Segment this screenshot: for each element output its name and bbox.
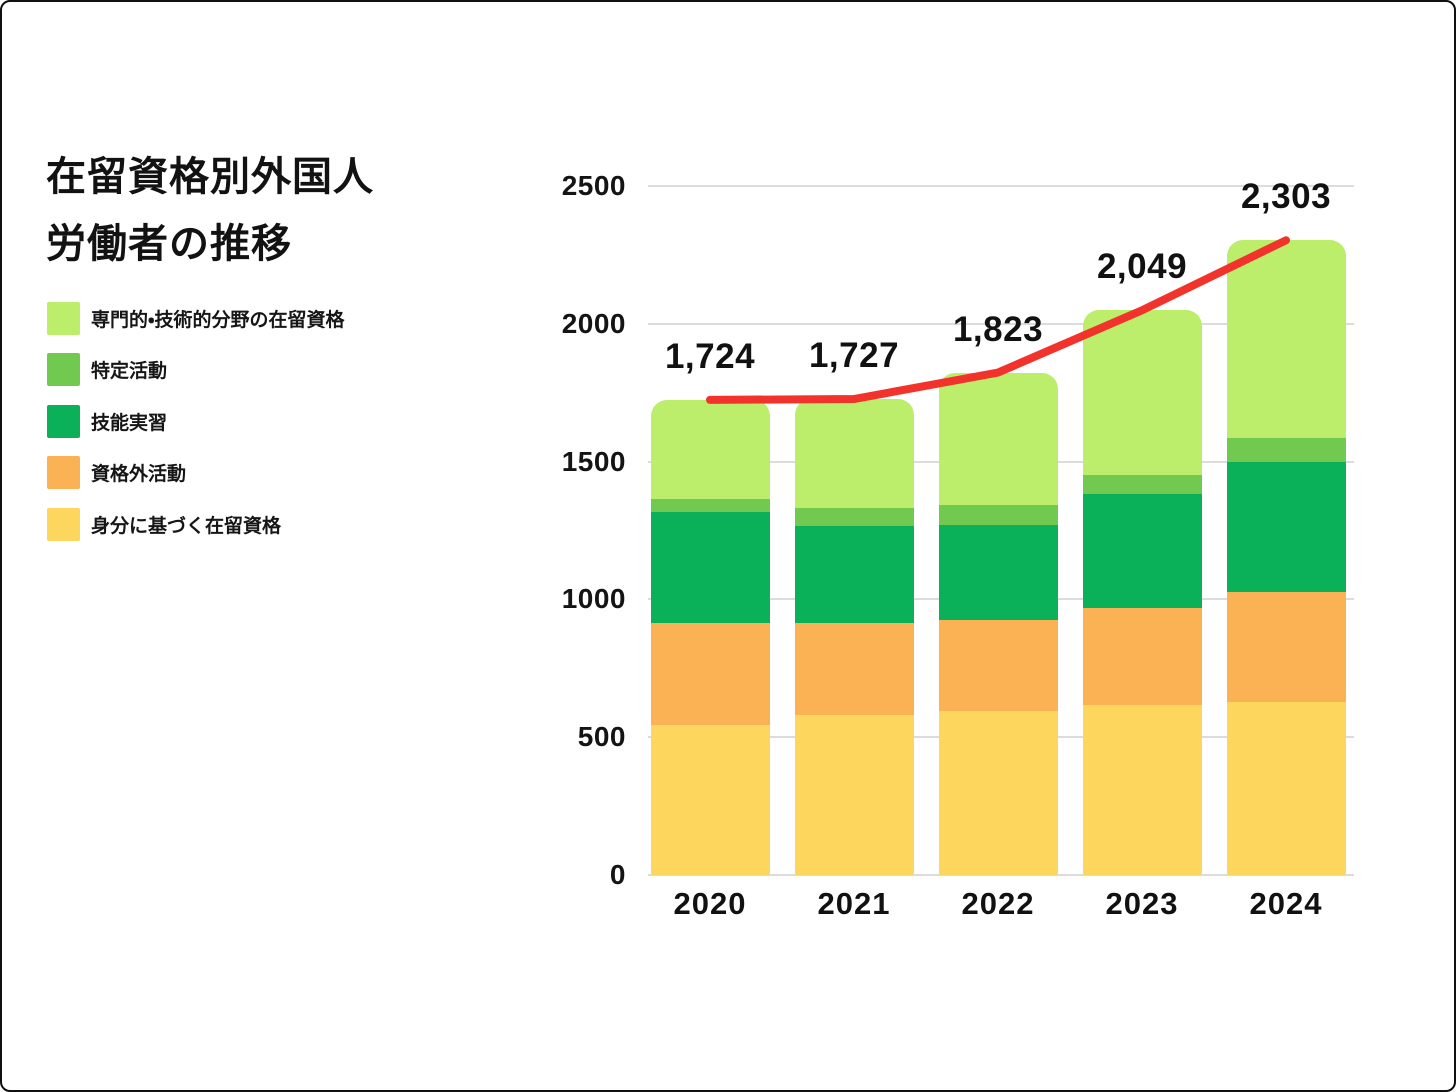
- chart-title-line1: 在留資格別外国人: [46, 155, 374, 199]
- y-axis-label: 1000: [561, 583, 626, 615]
- bar-segment: [650, 724, 770, 875]
- bar-segment: [1226, 462, 1346, 592]
- legend-swatch: [47, 301, 80, 335]
- legend-swatch: [47, 404, 80, 438]
- bar-segment: [1226, 591, 1346, 702]
- bar-segment: [1082, 474, 1202, 495]
- bar-segment: [1082, 607, 1202, 706]
- bar-total-label: 1,727: [808, 336, 900, 376]
- bar-segment: [1226, 240, 1346, 439]
- legend-label: 技能実習: [91, 412, 168, 434]
- bar-total-label: 2,049: [1096, 247, 1188, 287]
- x-axis-label: 2020: [673, 886, 747, 921]
- y-axis-label: 2000: [561, 307, 626, 339]
- legend-item: 資格外活動: [47, 456, 186, 490]
- bar-segment: [650, 511, 770, 623]
- bar-total-label: 1,823: [952, 309, 1044, 349]
- legend: 専門的・技術的分野の在留資格 特定活動技能実習資格外活動身分に基づく在留資格: [2, 2, 502, 602]
- gridline: [648, 185, 1354, 187]
- legend-swatch: [47, 456, 80, 489]
- bar-segment: [650, 622, 770, 725]
- legend-item: 特定活動: [47, 353, 167, 387]
- bar-total-label: 1,724: [664, 336, 756, 376]
- bar-segment: [1082, 705, 1202, 875]
- bar-total-label: 2,303: [1240, 177, 1332, 217]
- bar-segment: [650, 399, 770, 500]
- bar-segment: [650, 499, 770, 512]
- y-axis-label: 0: [609, 859, 626, 890]
- bar-segment: [938, 372, 1058, 505]
- gridline: [648, 874, 1354, 876]
- bar-segment: [794, 399, 914, 508]
- legend-item: 身分に基づく在留資格: [47, 507, 281, 541]
- legend-item: 技能実習: [47, 404, 167, 438]
- bar-segment: [938, 619, 1058, 711]
- x-axis-label: 2024: [1249, 886, 1323, 921]
- x-axis-label: 2022: [961, 886, 1035, 921]
- y-axis-label: 1500: [561, 445, 626, 477]
- legend-label: 特定活動: [91, 361, 168, 382]
- legend-item: 専門的・技術的分野の在留資格: [47, 301, 344, 335]
- chart-title: 在留資格別外国人 労働者の推移: [46, 144, 374, 278]
- bar-segment: [938, 525, 1058, 620]
- legend-label: 身分に基づく在留資格: [91, 515, 282, 537]
- legend-label: 専門的・技術的分野の在留資格: [91, 309, 345, 331]
- bar-segment: [1226, 701, 1346, 875]
- bar-segment: [794, 525, 914, 623]
- bar-segment: [1226, 438, 1346, 463]
- chart-title-line2: 労働者の推移: [46, 222, 292, 266]
- bar-segment: [1082, 494, 1202, 608]
- legend-swatch: [47, 353, 80, 386]
- bar-segment: [794, 507, 914, 526]
- bar-segment: [794, 715, 914, 875]
- legend-label: 資格外活動: [91, 464, 187, 485]
- bar-segment: [938, 504, 1058, 526]
- bar-segment: [794, 622, 914, 716]
- y-axis-label: 2500: [561, 170, 626, 201]
- gridline: [648, 322, 1354, 325]
- legend-swatch: [47, 507, 80, 541]
- y-axis-label: 500: [577, 721, 626, 753]
- x-axis-label: 2023: [1105, 886, 1179, 921]
- bar-segment: [1082, 310, 1202, 475]
- x-axis-label: 2021: [817, 886, 891, 921]
- trend-polyline: [706, 236, 1290, 404]
- bar-segment: [938, 711, 1058, 875]
